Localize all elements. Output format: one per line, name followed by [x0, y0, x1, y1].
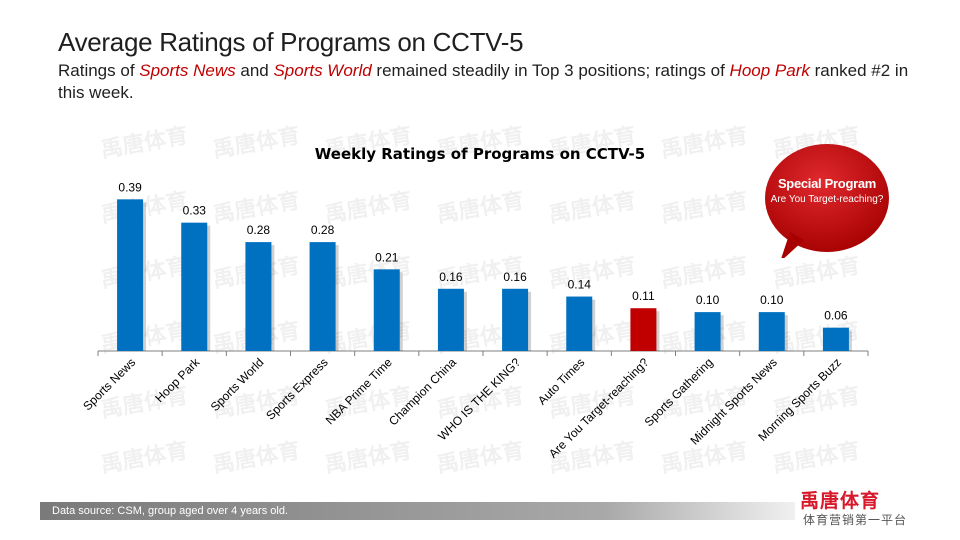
subtitle-text: remained steadily in Top 3 positions; ra… [371, 61, 730, 80]
data-source-note: Data source: CSM, group aged over 4 year… [52, 505, 289, 517]
bar-value-label: 0.39 [118, 180, 142, 194]
bar-value-label: 0.28 [311, 223, 335, 237]
bar [758, 312, 785, 351]
bar-value-label: 0.28 [247, 223, 271, 237]
bar [245, 242, 272, 351]
bar [117, 199, 144, 351]
category-label: Champion China [386, 355, 459, 428]
category-label: Sports World [208, 355, 267, 414]
bar-value-label: 0.06 [824, 309, 848, 323]
subtitle-text: Ratings of [58, 61, 140, 80]
subtitle-highlight-sports-world: Sports World [273, 61, 372, 80]
bar [181, 222, 208, 351]
callout-subtitle: Are You Target-reaching? [770, 194, 884, 205]
bar-value-label: 0.21 [375, 250, 399, 264]
bar [694, 312, 721, 351]
callout-text: Special Program Are You Target-reaching? [762, 176, 892, 206]
callout-title: Special Program [777, 176, 877, 191]
bar-value-label: 0.16 [503, 270, 527, 284]
page-title: Average Ratings of Programs on CCTV-5 [58, 27, 524, 57]
bar [822, 327, 849, 351]
bar [566, 296, 593, 351]
brand-tagline: 体育营销第一平台 [803, 513, 908, 527]
subtitle-highlight-sports-news: Sports News [139, 61, 236, 80]
category-label: Sports News [80, 355, 138, 413]
subtitle-text: ranked #2 in this week. [58, 61, 909, 102]
subtitle-highlight-hoop-park: Hoop Park [729, 61, 810, 80]
bar-value-label: 0.10 [696, 293, 720, 307]
bar-value-label: 0.33 [183, 204, 207, 218]
bar [309, 242, 336, 351]
bar [630, 308, 657, 351]
brand-logo: 禹唐体育 [800, 490, 881, 512]
bar-value-label: 0.16 [439, 270, 463, 284]
footer-bar [40, 502, 795, 520]
bar-value-label: 0.14 [568, 278, 592, 292]
bar-value-label: 0.10 [760, 293, 784, 307]
bar-value-label: 0.11 [632, 289, 655, 303]
category-label: Hoop Park [152, 355, 203, 406]
bar [502, 288, 529, 351]
chart-title: Weekly Ratings of Programs on CCTV-5 [314, 145, 646, 163]
callout-bubble [765, 144, 889, 258]
category-label: NBA Prime Time [323, 355, 395, 427]
category-label: Sports Express [263, 355, 330, 422]
page-subtitle: Ratings of Sports News and Sports World … [58, 60, 918, 104]
category-label: Auto Times [535, 355, 587, 407]
category-label: Sports Gathering [642, 355, 716, 429]
subtitle-text: and [235, 61, 274, 80]
bar [437, 288, 464, 351]
bar [373, 269, 400, 351]
